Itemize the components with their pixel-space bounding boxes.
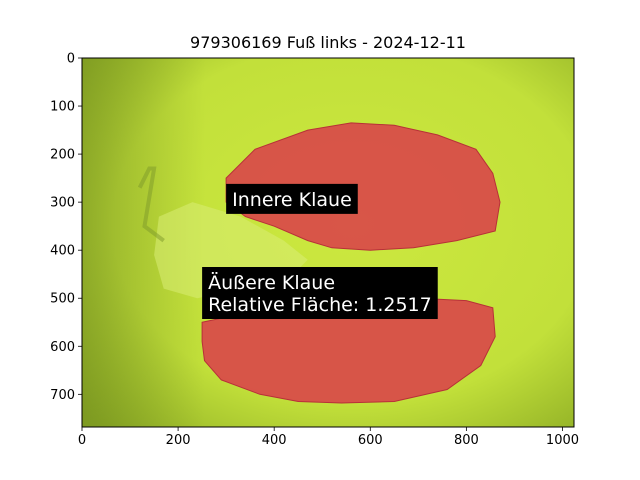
mask-region-1 xyxy=(225,122,501,251)
x-tick-label: 400 xyxy=(262,433,287,448)
annotation-box xyxy=(202,267,438,320)
y-axis: 0 100 200 300 400 500 600 700 xyxy=(50,52,82,403)
x-tick-label: 0 xyxy=(78,433,86,448)
y-tick-label: 100 xyxy=(50,100,75,115)
annotation-line: Äußere Klaue xyxy=(208,271,335,294)
annotation-line: Innere Klaue xyxy=(232,189,352,211)
y-tick-label: 500 xyxy=(50,292,75,307)
axes-frame xyxy=(81,57,575,428)
y-tick-label: 200 xyxy=(50,148,75,163)
x-tick-label: 1000 xyxy=(546,433,579,448)
annotation-line: Relative Fläche: 1.2517 xyxy=(208,294,432,316)
y-tick-label: 300 xyxy=(50,196,75,211)
annotation-box xyxy=(226,183,358,214)
x-axis: 0 200 400 600 800 1000 xyxy=(78,427,579,448)
x-tick-label: 800 xyxy=(454,433,479,448)
x-tick-label: 200 xyxy=(166,433,191,448)
y-tick-label: 700 xyxy=(50,388,75,403)
scuff-mark xyxy=(137,166,165,243)
chart-title: 979306169 Fuß links - 2024-12-11 xyxy=(190,33,466,52)
y-tick-label: 400 xyxy=(50,244,75,259)
y-tick-label: 0 xyxy=(67,52,75,67)
image-axes xyxy=(82,58,574,427)
mask-regions xyxy=(201,122,501,404)
y-tick-label: 600 xyxy=(50,340,75,355)
x-tick-label: 600 xyxy=(358,433,383,448)
annotation-1: Innere Klaue xyxy=(226,183,358,214)
